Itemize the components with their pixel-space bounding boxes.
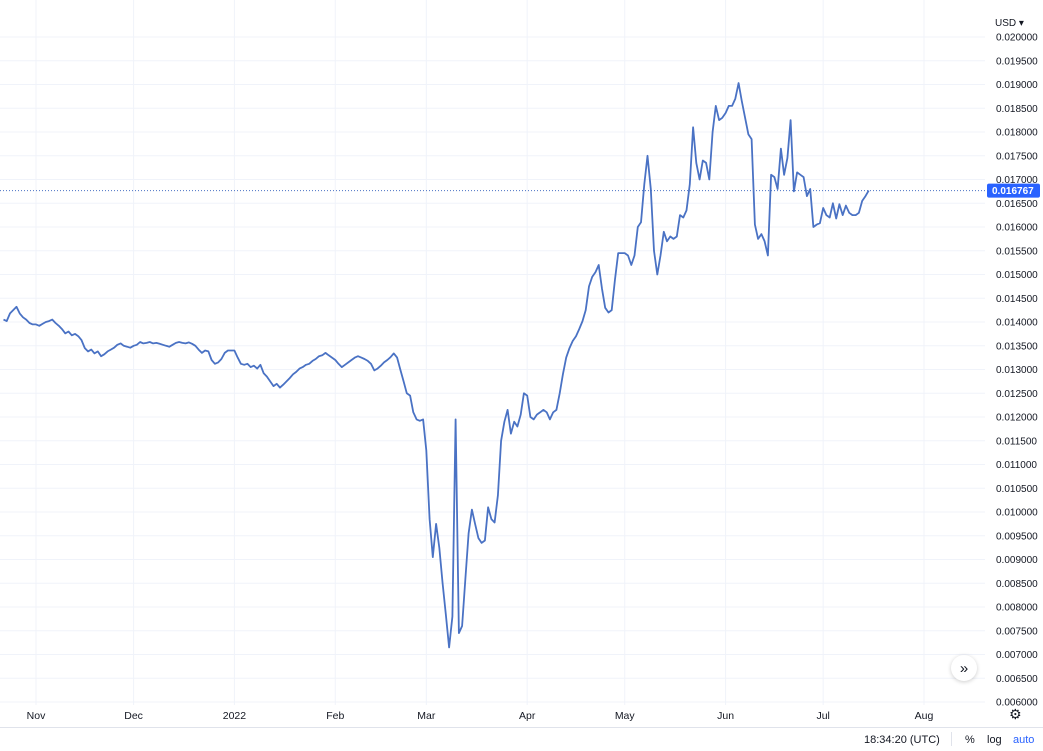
y-tick-label: 0.015000 [996,270,1038,281]
y-tick-label: 0.007000 [996,650,1038,661]
auto-scale-toggle[interactable]: auto [1013,734,1035,746]
y-tick-label: 0.006000 [996,698,1038,709]
price-chart[interactable]: 0.020000 0.019500 0.019000 0.018500 0.018000… [0,0,1043,727]
series-line [3,82,870,649]
y-tick-label: 0.009500 [996,531,1038,542]
y-tick-label: 0.011500 [996,436,1037,447]
scroll-to-realtime-button[interactable]: » [951,655,977,681]
y-tick-label: 0.016500 [996,199,1038,210]
y-tick-label: 0.009000 [996,555,1038,566]
x-tick-label: Apr [519,710,536,722]
double-chevron-right-icon: » [959,659,969,677]
y-tick-label: 0.019500 [996,56,1038,67]
y-tick-label: 0.010000 [996,508,1038,519]
y-tick-label: 0.018000 [996,128,1038,139]
utc-clock[interactable]: 18:34:20 (UTC) [864,734,940,746]
price-axis[interactable]: 0.020000 0.019500 0.019000 0.018500 0.018000… [996,33,1038,709]
last-price-label-text: 0.016767 [992,186,1034,197]
y-tick-label: 0.010500 [996,484,1038,495]
y-tick-label: 0.016000 [996,223,1038,234]
x-tick-label: Jun [717,710,734,722]
y-tick-label: 0.015500 [996,246,1038,257]
y-tick-label: 0.013500 [996,341,1038,352]
percent-scale-toggle[interactable]: % [965,734,975,746]
y-tick-label: 0.011000 [996,460,1037,471]
x-tick-label: Jul [816,710,829,722]
x-tick-label: Aug [915,710,934,722]
y-tick-label: 0.007500 [996,626,1038,637]
log-scale-toggle[interactable]: log [987,734,1002,746]
gear-icon[interactable]: ⚙ [1009,706,1022,722]
x-tick-label: Feb [326,710,344,722]
x-tick-label: Nov [27,710,46,722]
y-tick-label: 0.014500 [996,294,1038,305]
y-tick-label: 0.020000 [996,33,1038,44]
last-price-label: 0.016767 [987,183,1040,198]
y-tick-label: 0.018500 [996,104,1038,115]
currency-dropdown[interactable]: USD ▾ [995,18,1024,29]
y-tick-label: 0.019000 [996,80,1038,91]
y-tick-label: 0.017000 [996,175,1038,186]
y-tick-label: 0.017500 [996,151,1038,162]
y-tick-label: 0.008500 [996,579,1038,590]
last-price-label-bg [987,183,1040,198]
chart-grid [0,0,985,705]
y-tick-label: 0.008000 [996,603,1038,614]
bottom-toolbar: 18:34:20 (UTC) % log auto [0,727,1043,751]
y-tick-label: 0.006500 [996,674,1038,685]
toolbar-divider [951,732,952,746]
x-tick-label: Dec [124,710,143,722]
x-tick-label: Mar [417,710,436,722]
time-axis[interactable]: Nov Dec 2022 Feb Mar Apr May Jun Jul Aug [27,710,934,722]
y-tick-label: 0.012500 [996,389,1038,400]
x-tick-label: 2022 [223,710,247,722]
y-tick-label: 0.014000 [996,318,1038,329]
y-tick-label: 0.012000 [996,413,1038,424]
y-tick-label: 0.013000 [996,365,1038,376]
x-tick-label: May [615,710,636,722]
